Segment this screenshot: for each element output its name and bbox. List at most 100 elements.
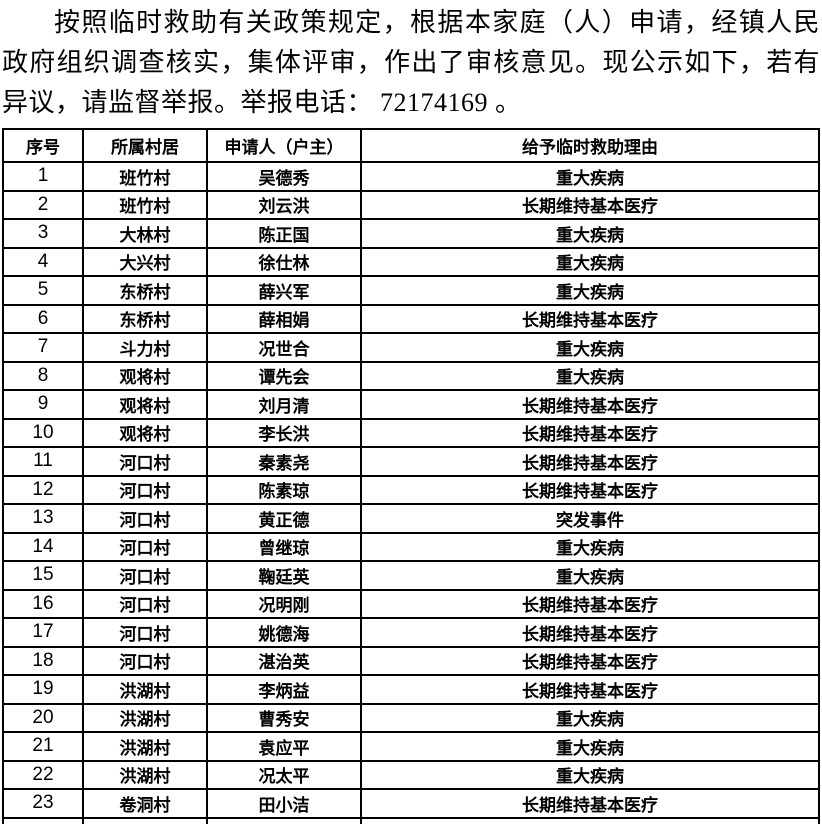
- cell-applicant: 袁应平: [206, 731, 362, 762]
- table-header: 序号 所属村居 申请人（户主） 给予临时救助理由: [2, 128, 820, 163]
- cell-index: 9: [2, 389, 84, 420]
- cell-applicant: 陈素琼: [206, 474, 362, 505]
- cell-village: 洪湖村: [82, 674, 208, 705]
- cell-index: 4: [2, 246, 84, 277]
- cell-applicant: 谭先会: [206, 360, 362, 391]
- cell-reason: 重大疾病: [360, 218, 820, 249]
- cell-applicant: 况明刚: [206, 588, 362, 619]
- cell-village: 班竹村: [82, 189, 208, 220]
- cell-reason: 长期维持基本医疗: [360, 446, 820, 477]
- cell-applicant: 薛兴军: [206, 275, 362, 306]
- table-row: 14 河口村 曾继琼 重大疾病: [2, 531, 820, 562]
- cell-index: 19: [2, 674, 84, 705]
- cell-village: 河口村: [82, 588, 208, 619]
- cell-index: 1: [2, 161, 84, 192]
- table-row: 10 观将村 李长洪 长期维持基本医疗: [2, 417, 820, 448]
- notice-paragraph: 按照临时救助有关政策规定，根据本家庭（人）申请，经镇人民政府组织调查核实，集体评…: [2, 8, 820, 117]
- cell-reason: 重大疾病: [360, 531, 820, 562]
- cell-village: 河口村: [82, 617, 208, 648]
- cell-applicant: 鞠廷英: [206, 560, 362, 591]
- cell-index: 16: [2, 588, 84, 619]
- cell-index: 11: [2, 446, 84, 477]
- table-row: 7 斗力村 况世合 重大疾病: [2, 332, 820, 363]
- cell-index: 10: [2, 417, 84, 448]
- column-header-reason: 给予临时救助理由: [360, 128, 820, 163]
- cell-village: 洪湖村: [82, 702, 208, 733]
- cell-applicant: 姚德海: [206, 617, 362, 648]
- table-row: 18 河口村 湛治英 长期维持基本医疗: [2, 645, 820, 676]
- cell-index: 2: [2, 189, 84, 220]
- cell-index: 15: [2, 560, 84, 591]
- cell-applicant: 曾继琼: [206, 531, 362, 562]
- cell-reason: 长期维持基本医疗: [360, 189, 820, 220]
- cell-village: 观将村: [82, 389, 208, 420]
- cell-reason: 长期维持基本医疗: [360, 788, 820, 819]
- cell-applicant: 李长洪: [206, 417, 362, 448]
- cell-applicant: 曹秀安: [206, 702, 362, 733]
- cell-applicant: 湛治英: [206, 645, 362, 676]
- cell-reason: 长期维持基本医疗: [360, 303, 820, 334]
- table-row: 9 观将村 刘月清 长期维持基本医疗: [2, 389, 820, 420]
- cell-reason: 长期维持基本医疗: [360, 474, 820, 505]
- cell-village: 班竹村: [82, 161, 208, 192]
- cell-applicant: 李炳益: [206, 674, 362, 705]
- cell-village: [82, 816, 208, 824]
- cell-reason: 重大疾病: [360, 246, 820, 277]
- cell-index: 12: [2, 474, 84, 505]
- cell-applicant: [206, 816, 362, 824]
- cell-reason: 长期维持基本医疗: [360, 417, 820, 448]
- table-row: 11 河口村 秦素尧 长期维持基本医疗: [2, 446, 820, 477]
- column-header-applicant: 申请人（户主）: [206, 128, 362, 163]
- assistance-table: 序号 所属村居 申请人（户主） 给予临时救助理由 1 班竹村 吴德秀 重大疾病 2 班竹村…: [2, 128, 820, 824]
- cell-reason: 重大疾病: [360, 332, 820, 363]
- cell-index: 13: [2, 503, 84, 534]
- table-row: 8 观将村 谭先会 重大疾病: [2, 360, 820, 391]
- cell-applicant: 薛相娟: [206, 303, 362, 334]
- cell-village: 斗力村: [82, 332, 208, 363]
- table-row: 1 班竹村 吴德秀 重大疾病: [2, 161, 820, 192]
- table-row: 16 河口村 况明刚 长期维持基本医疗: [2, 588, 820, 619]
- cell-village: 观将村: [82, 417, 208, 448]
- cell-applicant: 吴德秀: [206, 161, 362, 192]
- cell-reason: 长期维持基本医疗: [360, 389, 820, 420]
- cell-index: 8: [2, 360, 84, 391]
- cell-reason: 重大疾病: [360, 360, 820, 391]
- cell-index: 14: [2, 531, 84, 562]
- cell-village: 河口村: [82, 474, 208, 505]
- cell-reason: 长期维持基本医疗: [360, 588, 820, 619]
- cell-reason: 重大疾病: [360, 759, 820, 790]
- cell-village: 河口村: [82, 560, 208, 591]
- cell-index: 3: [2, 218, 84, 249]
- table-row: 15 河口村 鞠廷英 重大疾病: [2, 560, 820, 591]
- cell-index: 6: [2, 303, 84, 334]
- table-row: 2 班竹村 刘云洪 长期维持基本医疗: [2, 189, 820, 220]
- table-row: 3 大林村 陈正国 重大疾病: [2, 218, 820, 249]
- cell-village: 河口村: [82, 503, 208, 534]
- cell-reason: 长期维持基本医疗: [360, 645, 820, 676]
- cell-applicant: 秦素尧: [206, 446, 362, 477]
- cell-index: 22: [2, 759, 84, 790]
- cell-reason: 重大疾病: [360, 702, 820, 733]
- cell-applicant: 田小洁: [206, 788, 362, 819]
- table-body: 1 班竹村 吴德秀 重大疾病 2 班竹村 刘云洪 长期维持基本医疗 3 大林村 陈正国 重大疾病 4 大兴…: [2, 161, 820, 824]
- cell-applicant: 刘云洪: [206, 189, 362, 220]
- cell-index: 21: [2, 731, 84, 762]
- table-row: 23 卷洞村 田小洁 长期维持基本医疗: [2, 788, 820, 819]
- cell-village: 河口村: [82, 645, 208, 676]
- cell-village: 东桥村: [82, 275, 208, 306]
- table-header-row: 序号 所属村居 申请人（户主） 给予临时救助理由: [2, 128, 820, 163]
- cell-reason: 长期维持基本医疗: [360, 617, 820, 648]
- cell-village: 东桥村: [82, 303, 208, 334]
- table-row: 17 河口村 姚德海 长期维持基本医疗: [2, 617, 820, 648]
- cell-reason: 长期维持基本医疗: [360, 674, 820, 705]
- cell-index: 17: [2, 617, 84, 648]
- cell-applicant: 陈正国: [206, 218, 362, 249]
- cell-village: 洪湖村: [82, 759, 208, 790]
- cell-village: 河口村: [82, 446, 208, 477]
- cell-applicant: 徐仕林: [206, 246, 362, 277]
- cell-village: 洪湖村: [82, 731, 208, 762]
- table-row: 20 洪湖村 曹秀安 重大疾病: [2, 702, 820, 733]
- table-row: 6 东桥村 薛相娟 长期维持基本医疗: [2, 303, 820, 334]
- table-row: 4 大兴村 徐仕林 重大疾病: [2, 246, 820, 277]
